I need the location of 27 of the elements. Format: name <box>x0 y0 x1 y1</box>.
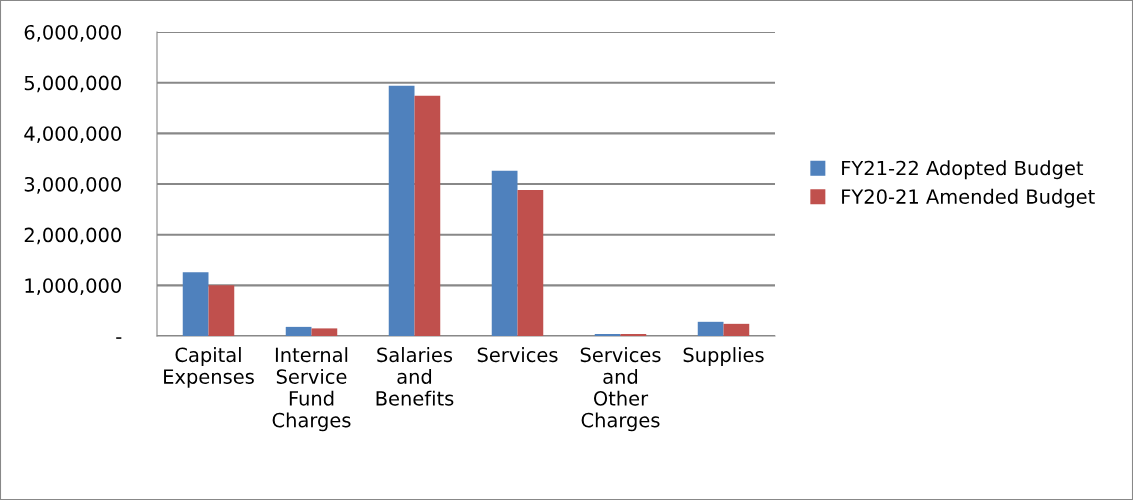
bar <box>620 333 647 336</box>
y-tick-label: 1,000,000 <box>25 278 121 295</box>
x-tick-label: Internal Service Fund Charges <box>272 347 351 432</box>
y-tick-label: 4,000,000 <box>24 126 121 143</box>
bar <box>285 326 312 336</box>
bar <box>594 333 621 336</box>
y-tick-label: 2,000,000 <box>24 227 121 245</box>
x-tick-label: Services and Other Charges <box>580 347 661 432</box>
x-tick-label: Capital Expenses <box>164 347 254 388</box>
bar <box>388 85 415 336</box>
y-tick-label: - <box>116 337 122 339</box>
x-tick-label: Services <box>477 347 558 363</box>
y-tick-label: 6,000,000 <box>24 24 121 42</box>
bar <box>182 272 209 336</box>
legend-label: FY20-21 Amended Budget <box>842 188 1095 208</box>
y-tick-label: 5,000,000 <box>24 75 121 93</box>
bar <box>517 190 544 336</box>
x-tick-label: Salaries and Benefits <box>376 347 454 406</box>
bar <box>697 321 724 336</box>
bar <box>491 170 518 336</box>
y-tick-label: 3,000,000 <box>24 176 121 194</box>
bar <box>208 285 235 336</box>
bar <box>723 323 750 336</box>
legend-label: FY21-22 Adopted Budget <box>842 160 1084 180</box>
bar <box>311 328 338 336</box>
x-tick-label: Supplies <box>683 347 764 366</box>
bar <box>414 95 441 336</box>
